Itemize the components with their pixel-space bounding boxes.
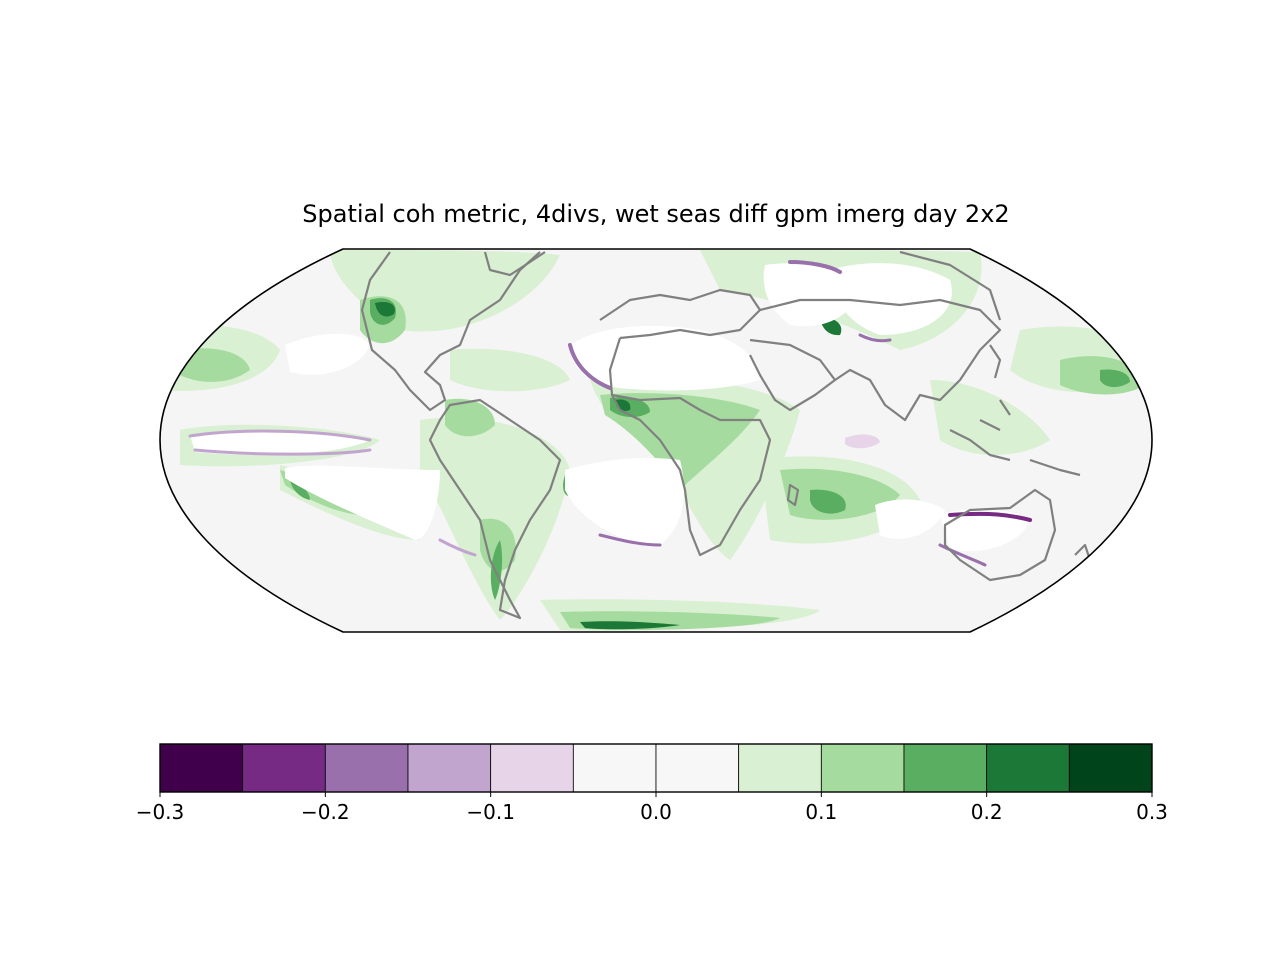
- colorbar-swatch: [407, 743, 492, 793]
- colorbar-swatch: [655, 743, 740, 793]
- masked-regions: [190, 263, 1030, 552]
- map-boundary: [159, 248, 1153, 633]
- coastline-australia: [943, 488, 1057, 582]
- coastlines: [360, 250, 1092, 620]
- coastline-siberia: [899, 250, 1002, 321]
- colorbar-tick-label: −0.2: [301, 800, 350, 824]
- colorbar-swatch: [986, 743, 1070, 793]
- colorbar-swatch: [1068, 743, 1153, 793]
- coastline-north-america: [360, 251, 541, 412]
- colorbar-tick-label: −0.3: [135, 800, 185, 824]
- colorbar-tick-label: −0.1: [466, 800, 515, 824]
- map-title: Spatial coh metric, 4divs, wet seas diff…: [302, 200, 1010, 228]
- colorbar-tick-label: 0.2: [970, 800, 1003, 824]
- coastline-asia: [759, 298, 1002, 422]
- colorbar-tick-label: 0.3: [1136, 800, 1168, 824]
- coastline-europe: [599, 288, 762, 340]
- coastline-south-america: [428, 398, 562, 620]
- colorbar-swatch: [490, 743, 574, 793]
- colorbar: [159, 743, 1153, 797]
- colorbar-swatch: [903, 743, 988, 793]
- coastline-japan: [989, 344, 1002, 379]
- coastline-arabia: [749, 338, 837, 412]
- coastline-africa: [608, 337, 772, 557]
- positive-anomaly-darkest: [375, 302, 842, 630]
- negative-anomaly: [188, 260, 1032, 567]
- colorbar-tick-label: 0.1: [805, 800, 838, 824]
- colorbar-swatch: [159, 743, 244, 793]
- coastline-islands: [949, 399, 1081, 477]
- colorbar-swatch: [242, 743, 326, 793]
- colorbar-swatch: [820, 743, 905, 793]
- colorbar-swatch: [572, 743, 657, 793]
- colorbar-swatch: [738, 743, 822, 793]
- negative-anomaly-indian-ocean: [845, 434, 880, 449]
- coastline-madagascar: [786, 483, 800, 507]
- colorbar-tick-label: 0.0: [640, 800, 672, 824]
- coastline-greenland: [483, 251, 546, 277]
- colorbar-swatch: [324, 743, 409, 793]
